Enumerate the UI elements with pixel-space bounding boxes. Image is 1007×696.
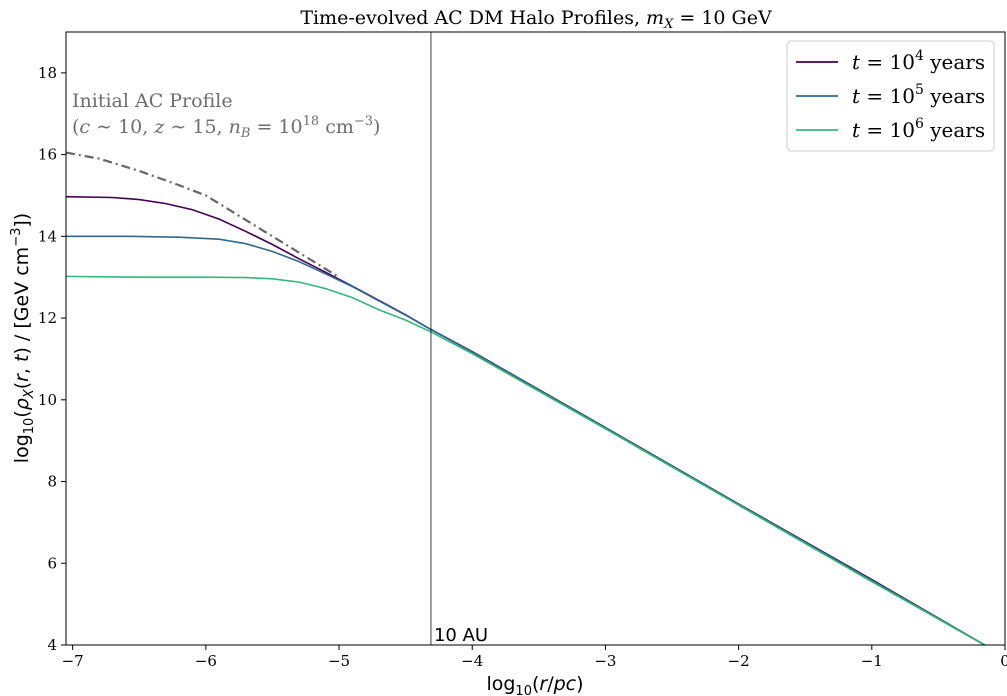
x-tick-label: −7 [62, 652, 84, 670]
x-tick-label: −1 [861, 652, 883, 670]
chart-title-prefix: Time-evolved AC DM Halo Profiles, [300, 7, 646, 29]
y-tick-label: 6 [47, 554, 57, 572]
y-axis: 4 6 8 10 12 14 16 18 [38, 64, 66, 654]
y-tick-label: 4 [47, 636, 57, 654]
chart-title-suffix: = 10 GeV [673, 7, 772, 29]
x-tick-label: −4 [461, 652, 483, 670]
x-tick-label: −3 [594, 652, 616, 670]
legend-label-1: t = 104 years [852, 48, 985, 74]
x-tick-label: −2 [728, 652, 750, 670]
initial-profile-annotation-line1: Initial AC Profile [72, 90, 233, 112]
chart-title-sub: X [663, 17, 674, 32]
y-tick-label: 16 [38, 146, 57, 164]
series-line-2 [66, 235, 987, 645]
series-line-1 [66, 195, 987, 645]
chart-title: Time-evolved AC DM Halo Profiles, mX = 1… [300, 7, 772, 32]
x-tick-label: −6 [195, 652, 217, 670]
vertical-line-label: 10 AU [434, 625, 488, 646]
x-axis: −7 −6 −5 −4 −3 −2 −1 0 [62, 645, 1007, 670]
legend-box [786, 40, 995, 152]
legend: t = 104 years t = 105 years t = 106 years [786, 40, 995, 152]
y-tick-label: 8 [47, 473, 57, 491]
y-tick-label: 14 [38, 227, 57, 245]
initial-profile-annotation-line2: (c ∼ 10, z ∼ 15, nB = 1018 cm−3) [72, 114, 380, 141]
y-tick-label: 18 [38, 64, 57, 82]
plot-frame [65, 31, 1006, 646]
series-line-3 [66, 275, 987, 645]
y-tick-label: 12 [38, 309, 57, 327]
x-axis-label: log10(r/pc) [486, 673, 583, 696]
chart-title-var: m [646, 7, 664, 29]
legend-label-3: t = 106 years [852, 116, 985, 142]
x-tick-label: 0 [1000, 652, 1007, 670]
x-tick-label: −5 [328, 652, 350, 670]
y-tick-label: 10 [38, 391, 57, 409]
legend-label-2: t = 105 years [852, 82, 985, 108]
series-layer [66, 151, 987, 645]
y-axis-label: log10(ρX(r, t) / [GeV cm−3]) [9, 213, 37, 463]
